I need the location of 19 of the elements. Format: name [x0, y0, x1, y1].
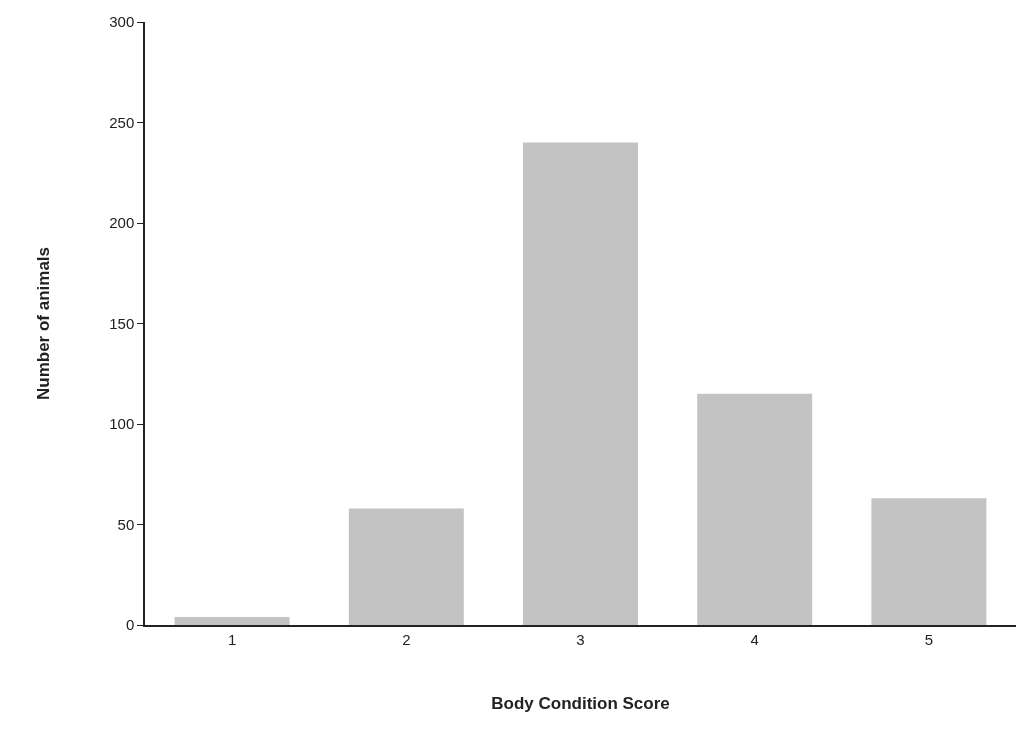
bar	[871, 498, 987, 625]
bar	[174, 616, 290, 625]
y-tick-label: 300	[109, 13, 135, 31]
x-axis-title: Body Condition Score	[491, 693, 670, 713]
y-tick-label: 100	[109, 415, 135, 433]
y-axis-title: Number of animals	[34, 246, 54, 401]
y-tick-label: 0	[125, 616, 135, 634]
y-tick-label: 50	[117, 515, 135, 533]
x-tick-label: 1	[227, 630, 237, 648]
x-tick-label: 4	[750, 630, 759, 648]
bar	[523, 142, 638, 625]
y-tick-label: 200	[109, 214, 135, 232]
bar	[697, 393, 813, 625]
bar	[348, 508, 464, 625]
y-tick-label: 250	[109, 113, 135, 131]
x-tick-label: 3	[576, 630, 585, 648]
x-tick-label: 2	[402, 630, 411, 648]
x-tick-label: 5	[924, 630, 934, 648]
y-tick-label: 150	[109, 314, 135, 332]
